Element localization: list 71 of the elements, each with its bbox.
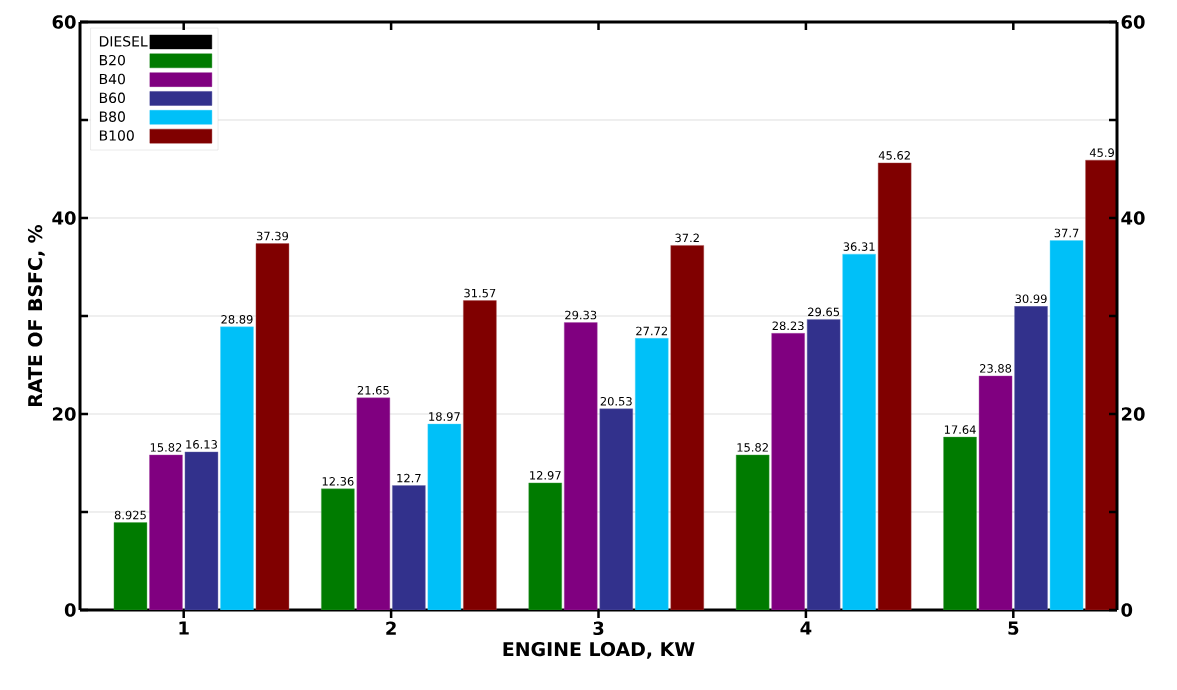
- bar: [392, 485, 426, 610]
- data-label: 45.9: [1089, 148, 1114, 157]
- data-label: 31.57: [464, 288, 496, 298]
- legend-label: DIESEL: [99, 36, 148, 47]
- bar: [599, 408, 633, 610]
- x-tick-label: 5: [1008, 621, 1019, 635]
- bar: [806, 319, 841, 610]
- bar: [771, 333, 805, 610]
- y-tick-label: 0: [64, 603, 76, 617]
- legend-label: B80: [99, 111, 125, 122]
- x-tick-label: 4: [800, 621, 812, 635]
- bar: [1014, 306, 1048, 610]
- legend-label: B60: [99, 92, 125, 104]
- data-label: 45.62: [878, 151, 910, 160]
- bar: [321, 488, 355, 610]
- bar: [978, 375, 1013, 610]
- data-label: 28.89: [221, 315, 253, 324]
- bar: [635, 338, 669, 610]
- bar: [463, 300, 497, 610]
- bar: [670, 245, 704, 610]
- data-label: 12.7: [397, 473, 421, 483]
- data-label: 23.88: [979, 364, 1012, 373]
- data-label: 29.33: [565, 310, 597, 320]
- legend-label: B20: [99, 54, 125, 66]
- bar: [255, 243, 290, 610]
- x-tick-label: 1: [179, 621, 189, 635]
- bar: [427, 423, 462, 610]
- y-tick-label: 60: [52, 15, 76, 29]
- data-label: 18.97: [429, 412, 460, 421]
- y2-tick-label: 0: [1121, 603, 1133, 617]
- bar: [842, 253, 876, 610]
- bar: [113, 522, 148, 610]
- data-label: 15.82: [150, 443, 182, 452]
- data-label: 12.97: [530, 471, 561, 480]
- data-label: 15.82: [737, 443, 768, 452]
- data-label: 37.39: [256, 231, 289, 241]
- bar: [1049, 240, 1084, 610]
- data-label: 8.925: [114, 510, 146, 520]
- data-label: 37.2: [675, 233, 699, 243]
- x-tick-label: 3: [593, 621, 604, 636]
- bar: [735, 454, 770, 610]
- data-label: 29.65: [808, 307, 840, 317]
- bar: [184, 451, 219, 610]
- data-label: 12.36: [322, 477, 354, 486]
- x-axis-title: ENGINE LOAD, KW: [503, 641, 695, 659]
- y2-tick-label: 40: [1121, 211, 1145, 225]
- legend-label: B100: [99, 130, 134, 141]
- y2-tick-label: 20: [1121, 407, 1145, 421]
- bar: [943, 436, 977, 610]
- bar: [528, 482, 562, 610]
- y-tick-label: 20: [52, 407, 76, 421]
- data-label: 16.13: [186, 440, 217, 449]
- bar: [1085, 159, 1117, 610]
- data-label: 28.23: [772, 321, 804, 331]
- bar: [564, 322, 598, 610]
- data-label: 36.31: [843, 242, 875, 251]
- data-label: 17.64: [944, 425, 976, 434]
- data-label: 20.53: [600, 396, 632, 406]
- x-tick-label: 2: [386, 621, 396, 635]
- y2-tick-label: 60: [1121, 15, 1145, 29]
- bar: [149, 454, 183, 610]
- data-label: 37.7: [1054, 228, 1079, 238]
- bar: [877, 162, 912, 610]
- bar: [220, 326, 254, 610]
- data-label: 21.65: [357, 385, 389, 395]
- y-tick-label: 40: [52, 211, 76, 225]
- legend-label: B40: [99, 73, 125, 85]
- bar: [356, 397, 391, 610]
- data-label: 30.99: [1015, 294, 1047, 304]
- data-label: 27.72: [636, 326, 668, 336]
- y-axis-title: RATE OF BSFC, %: [27, 224, 45, 406]
